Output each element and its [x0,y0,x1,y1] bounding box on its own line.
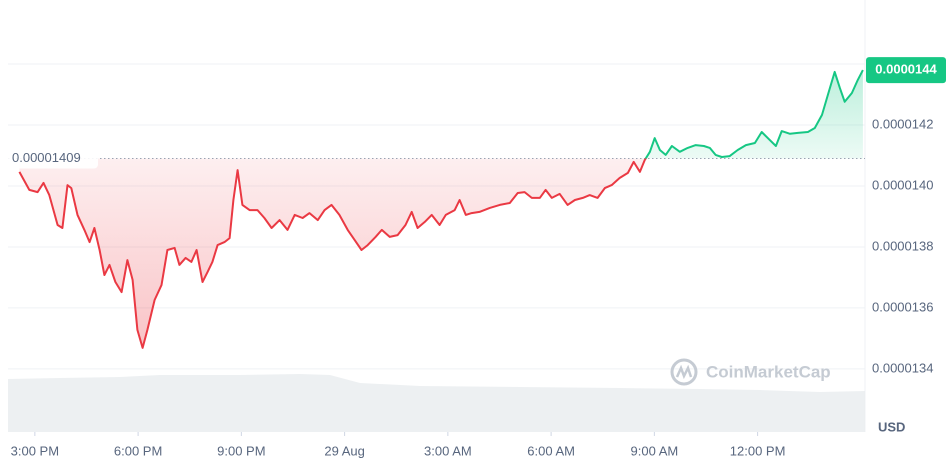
watermark-text: CoinMarketCap [706,362,831,381]
x-tick-label: 12:00 PM [730,443,786,458]
x-tick-label: 9:00 PM [217,443,265,458]
y-tick-label: 0.0000134 [872,360,933,375]
y-tick-label: 0.0000138 [872,238,933,253]
watermark: CoinMarketCap [670,358,831,386]
volume-area [8,374,865,432]
x-tick-label: 9:00 AM [631,443,679,458]
reference-label: 0.00001409 [12,150,81,165]
watermark-logo [670,358,698,386]
reference-label-bg [8,148,98,169]
x-tick-label: 29 Aug [324,443,365,458]
last-price-label: 0.0000144 [875,62,937,77]
y-unit: USD [878,419,905,434]
y-tick-label: 0.0000142 [872,116,933,131]
watermark-logo-mark [675,364,693,380]
x-tick-label: 6:00 AM [527,443,575,458]
last-price-badge [866,57,946,84]
y-tick-label: 0.0000140 [872,177,933,192]
plot: 0.00001409 [8,69,865,349]
x-tick-label: 3:00 PM [11,443,59,458]
x-tick-label: 3:00 AM [424,443,472,458]
y-tick-label: 0.0000136 [872,299,933,314]
price-line [18,69,864,349]
price-area [19,70,863,348]
x-tick-label: 6:00 PM [114,443,162,458]
